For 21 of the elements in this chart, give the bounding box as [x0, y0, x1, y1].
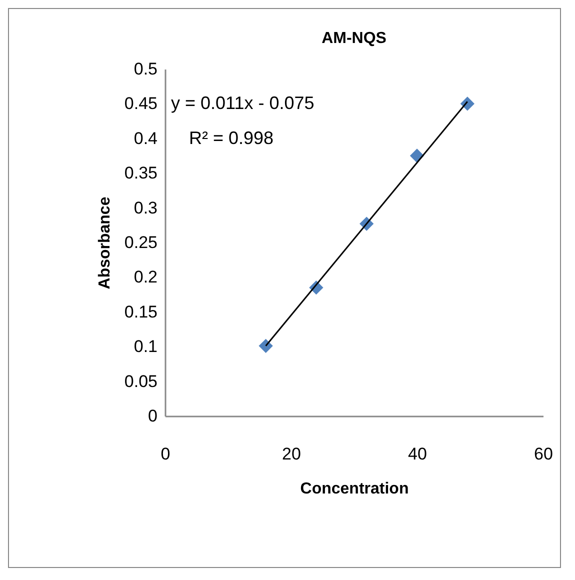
y-axis-title: Absorbance	[96, 196, 114, 290]
annotation: y = 0.011x - 0.075	[171, 93, 314, 113]
chart-title: AM-NQS	[322, 30, 387, 47]
y-tick-label: 0.25	[124, 233, 158, 252]
y-tick-label: 0.35	[124, 164, 158, 183]
y-tick-label: 0	[148, 406, 158, 426]
y-tick-label: 0.4	[134, 128, 158, 148]
x-tick-label: 60	[534, 444, 553, 464]
y-tick-label: 0.05	[124, 372, 158, 391]
x-tick-label: 0	[160, 444, 170, 464]
y-tick-label: 0.2	[134, 268, 158, 287]
annotation: R² = 0.998	[189, 128, 274, 148]
x-tick-label: 40	[408, 444, 427, 464]
y-tick-label: 0.1	[134, 337, 158, 356]
y-tick-label: 0.45	[124, 94, 158, 114]
y-tick-label: 0.3	[134, 198, 158, 218]
y-tick-label: 0.15	[124, 302, 158, 322]
point	[258, 338, 273, 353]
x-axis-title: Concentration	[300, 480, 409, 498]
x-tick-label: 20	[282, 444, 301, 464]
y-tick-label: 0.5	[134, 60, 158, 78]
